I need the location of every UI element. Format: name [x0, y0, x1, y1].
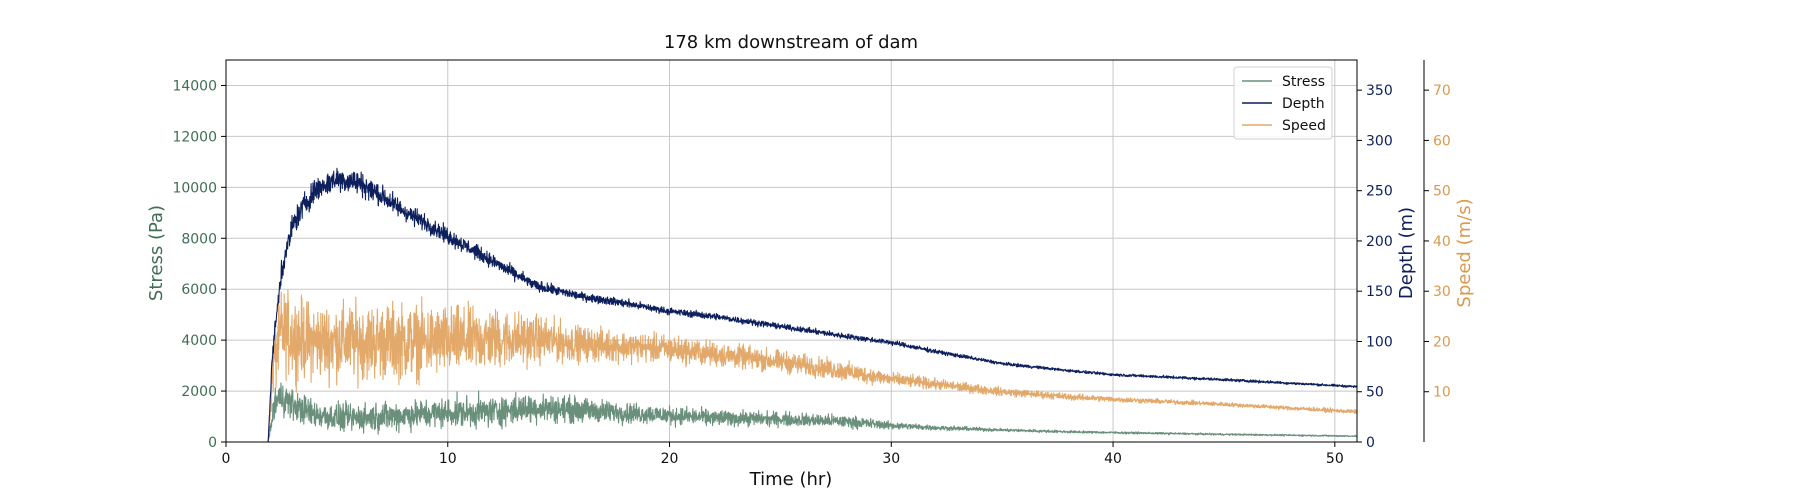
y-tick-label-stress: 10000: [172, 180, 217, 196]
y-tick-label-stress: 0: [208, 435, 217, 451]
x-axis-label: Time (hr): [749, 469, 833, 490]
chart-title: 178 km downstream of dam: [664, 32, 918, 53]
y-tick-label-stress: 4000: [181, 333, 217, 349]
y-tick-label-depth: 50: [1366, 385, 1384, 401]
y-tick-label-stress: 14000: [172, 78, 217, 94]
x-tick-label: 20: [661, 451, 679, 467]
y-axis-label-depth: Depth (m): [1396, 207, 1417, 299]
series-line-depth: [225, 167, 1358, 443]
y-tick-label-speed: 70: [1433, 83, 1451, 99]
y-axis-label-speed: Speed (m/s): [1454, 198, 1475, 307]
axes-layer: 0 10 20 30 40 5002000400060008000100001200014…: [172, 59, 1451, 467]
y-tick-label-speed: 30: [1433, 284, 1451, 300]
legend-label-stress: Stress: [1282, 74, 1325, 90]
series-line-stress: [225, 382, 1358, 443]
series-layer: [225, 167, 1358, 443]
x-tick-label: 10: [439, 451, 457, 467]
y-tick-label-speed: 40: [1433, 234, 1451, 250]
y-tick-label-depth: 350: [1366, 83, 1393, 99]
y-tick-label-stress: 6000: [181, 282, 217, 298]
y-tick-label-stress: 12000: [172, 129, 217, 145]
legend-label-depth: Depth: [1282, 96, 1325, 112]
y-tick-label-depth: 300: [1366, 133, 1393, 149]
y-tick-label-stress: 2000: [181, 384, 217, 400]
legend: Stress Depth Speed: [1233, 66, 1333, 140]
y-axis-label-stress: Stress (Pa): [146, 205, 167, 301]
x-tick-label: 30: [882, 451, 900, 467]
legend-label-speed: Speed: [1282, 118, 1326, 134]
y-tick-label-speed: 10: [1433, 385, 1451, 401]
legend-box: [1233, 66, 1333, 140]
y-tick-label-depth: 250: [1366, 184, 1393, 200]
y-tick-label-depth: 200: [1366, 234, 1393, 250]
x-tick-label: 50: [1326, 451, 1344, 467]
y-tick-label-speed: 60: [1433, 133, 1451, 149]
grid: [225, 60, 1357, 443]
plot-frame: [225, 59, 1358, 443]
series-line-speed: [225, 289, 1358, 443]
y-tick-label-stress: 8000: [181, 231, 217, 247]
y-tick-label-depth: 100: [1366, 334, 1393, 350]
y-tick-label-depth: 150: [1366, 284, 1393, 300]
x-tick-label: 0: [222, 451, 231, 467]
y-tick-label-speed: 20: [1433, 334, 1451, 350]
y-tick-label-depth: 0: [1366, 435, 1375, 451]
y-tick-label-speed: 50: [1433, 184, 1451, 200]
x-tick-label: 40: [1104, 451, 1122, 467]
